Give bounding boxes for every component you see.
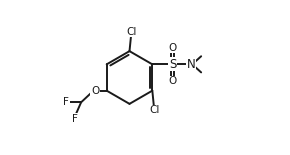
Text: F: F bbox=[64, 97, 69, 107]
Text: O: O bbox=[168, 76, 177, 86]
Text: Cl: Cl bbox=[149, 105, 160, 115]
Text: F: F bbox=[72, 114, 78, 124]
Text: S: S bbox=[169, 58, 176, 71]
Text: O: O bbox=[91, 86, 99, 96]
Text: O: O bbox=[168, 43, 177, 53]
Text: N: N bbox=[187, 58, 195, 71]
Text: Cl: Cl bbox=[126, 27, 137, 37]
